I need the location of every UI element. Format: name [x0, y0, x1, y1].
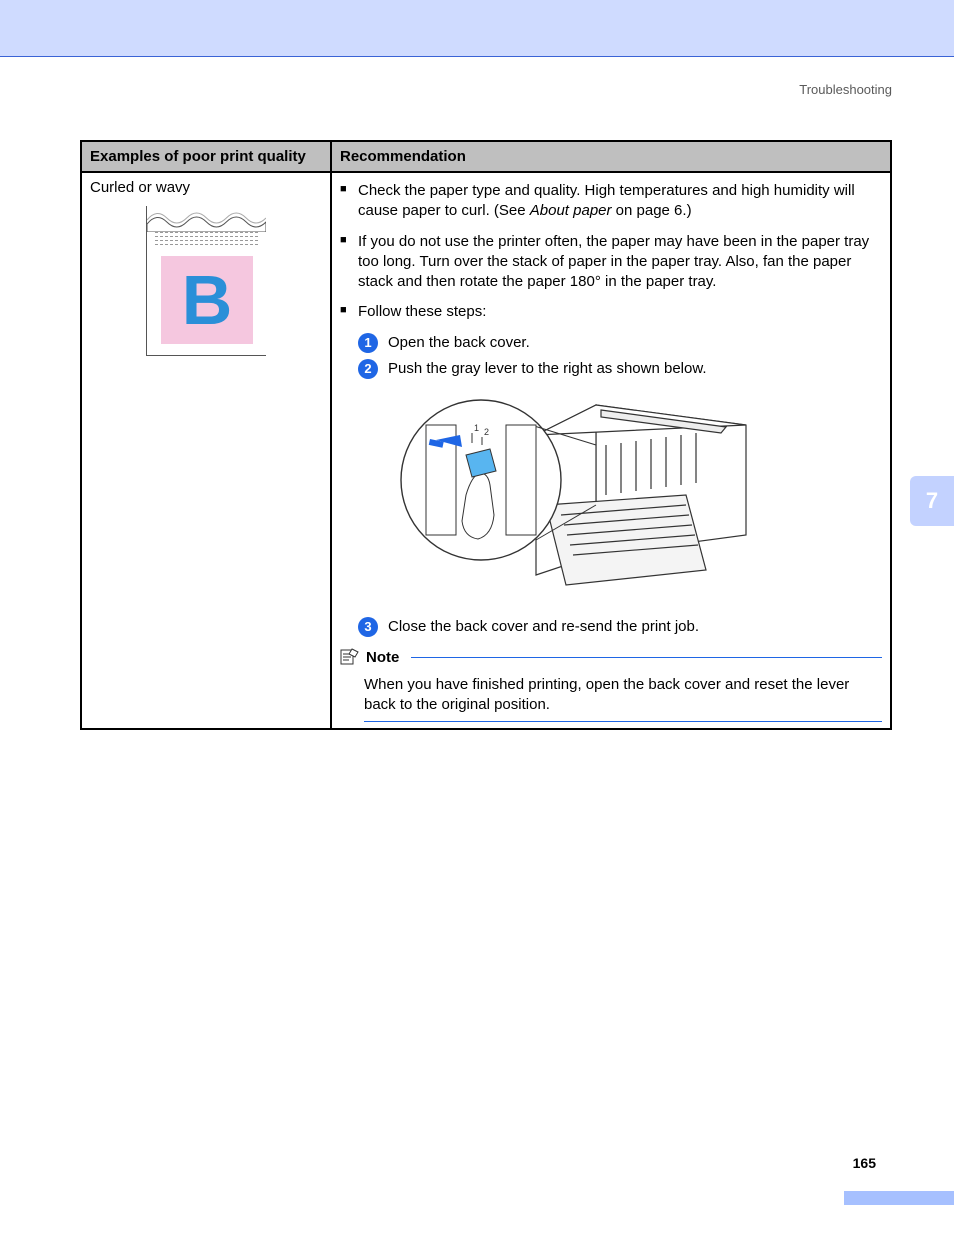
- note-block: Note When you have finished printing, op…: [340, 647, 882, 723]
- bullet-rotate-paper: If you do not use the printer often, the…: [340, 232, 882, 293]
- wavy-edge: [147, 206, 266, 232]
- step-1: 1 Open the back cover.: [358, 333, 882, 353]
- paper-sample-illustration: B: [146, 206, 266, 356]
- note-icon: [340, 647, 360, 669]
- step-number-badge: 2: [358, 359, 378, 379]
- step-text: Close the back cover and re-send the pri…: [388, 617, 882, 635]
- table-row: Curled or wavy B: [81, 172, 891, 729]
- text-lines-placeholder: [155, 232, 258, 248]
- bullet-text-tail: on page 6.): [612, 202, 692, 219]
- step-number-badge: 1: [358, 333, 378, 353]
- svg-text:1: 1: [474, 423, 479, 433]
- recommendation-cell: Check the paper type and quality. High t…: [331, 172, 891, 729]
- step-text: Push the gray lever to the right as show…: [388, 359, 882, 377]
- page-number: 165: [853, 1155, 876, 1171]
- bullet-follow-steps: Follow these steps:: [340, 302, 882, 322]
- example-cell: Curled or wavy B: [81, 172, 331, 729]
- bullet-text: Follow these steps:: [358, 303, 486, 320]
- sample-color-block: B: [161, 256, 253, 344]
- top-band: [0, 0, 954, 56]
- step-number-badge: 3: [358, 617, 378, 637]
- note-label: Note: [366, 649, 399, 666]
- footer-accent-bar: [844, 1191, 954, 1205]
- note-body: When you have finished printing, open th…: [364, 675, 882, 716]
- bullet-text: If you do not use the printer often, the…: [358, 233, 869, 291]
- step-3: 3 Close the back cover and re-send the p…: [358, 617, 882, 637]
- step-2: 2 Push the gray lever to the right as sh…: [358, 359, 882, 379]
- note-rule: [411, 657, 882, 658]
- top-rule: [0, 56, 954, 57]
- note-rule-bottom: [364, 721, 882, 722]
- printer-diagram: 1 2: [386, 385, 882, 609]
- about-paper-link[interactable]: About paper: [530, 202, 612, 219]
- troubleshooting-table: Examples of poor print quality Recommend…: [80, 140, 892, 730]
- sample-letter: B: [182, 265, 233, 335]
- table-header-examples: Examples of poor print quality: [81, 141, 331, 172]
- step-text: Open the back cover.: [388, 333, 882, 351]
- bullet-check-paper: Check the paper type and quality. High t…: [340, 181, 882, 222]
- example-title: Curled or wavy: [90, 179, 322, 196]
- chapter-tab: 7: [910, 476, 954, 526]
- table-header-recommendation: Recommendation: [331, 141, 891, 172]
- section-header: Troubleshooting: [799, 82, 892, 97]
- svg-text:2: 2: [484, 427, 489, 437]
